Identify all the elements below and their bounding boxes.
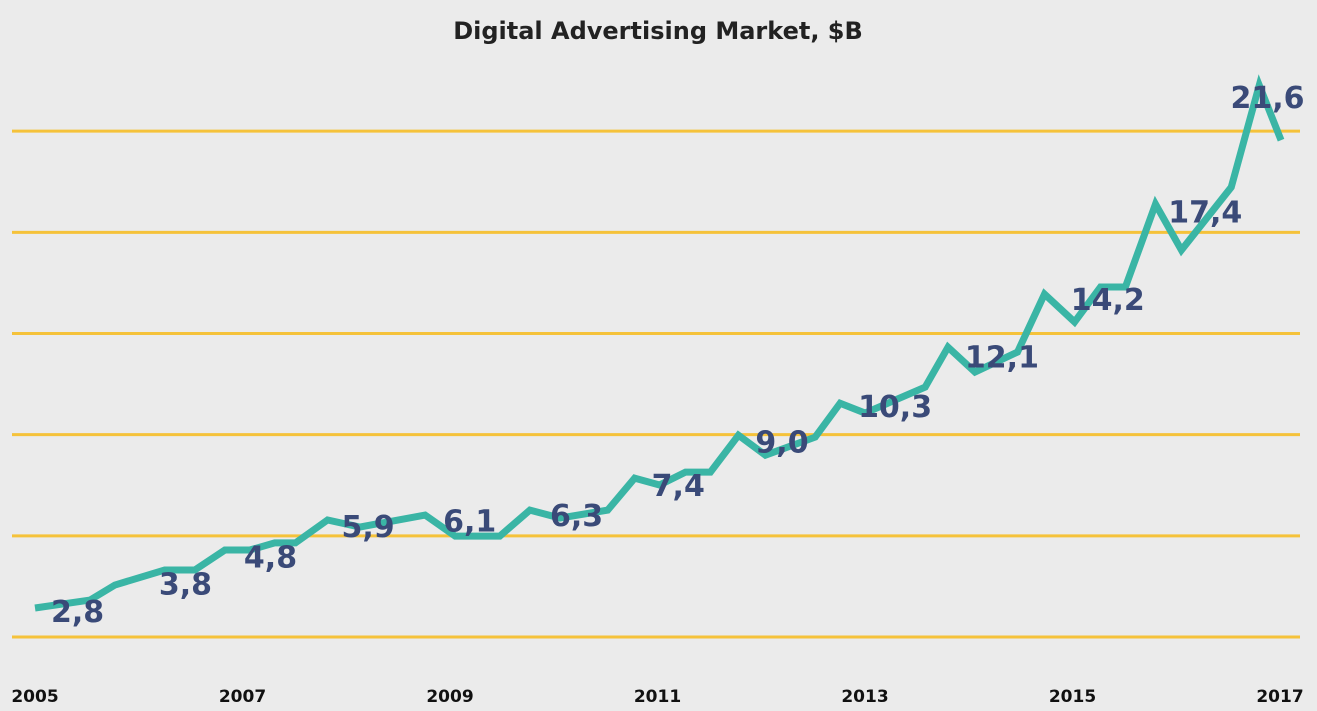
x-tick-label: 2005	[11, 687, 58, 707]
x-tick-label: 2007	[219, 687, 266, 707]
value-label: 7,4	[652, 469, 705, 504]
value-label: 5,9	[341, 510, 394, 545]
value-label: 9,0	[755, 425, 808, 460]
x-tick-label: 2009	[426, 687, 473, 707]
x-tick-label: 2011	[634, 687, 681, 707]
value-label: 2,8	[51, 595, 104, 630]
value-label: 4,8	[244, 540, 297, 575]
value-label: 10,3	[858, 390, 932, 425]
x-tick-label: 2015	[1049, 687, 1096, 707]
value-label: 21,6	[1231, 81, 1305, 116]
chart-title: Digital Advertising Market, $B	[453, 17, 863, 45]
value-label: 6,1	[443, 505, 496, 540]
x-tick-label: 2013	[841, 687, 888, 707]
value-label: 14,2	[1071, 283, 1145, 318]
value-label: 3,8	[159, 568, 212, 603]
value-label: 12,1	[965, 341, 1039, 376]
x-tick-label: 2017	[1256, 687, 1303, 707]
value-label: 17,4	[1168, 196, 1242, 231]
data-line	[34, 74, 1285, 612]
value-label: 6,3	[550, 499, 603, 534]
